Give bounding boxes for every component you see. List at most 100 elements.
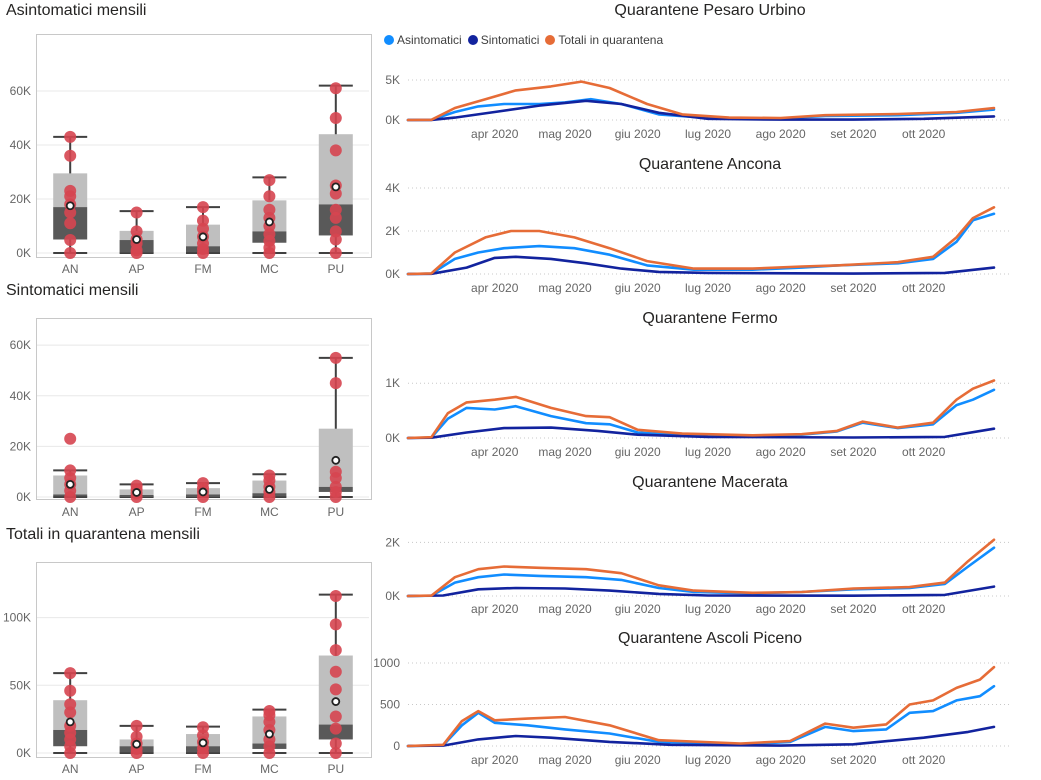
legend-label-asintomatici: Asintomatici (397, 33, 462, 47)
box-x-label: AN (62, 505, 79, 519)
box-y-tick-label: 0K (16, 246, 31, 260)
box-y-tick-label: 40K (10, 138, 31, 152)
legend-item-sintomatici[interactable]: Sintomatici (467, 33, 539, 47)
series-line-asintomatici (406, 388, 996, 440)
box-point (130, 719, 143, 732)
line-x-tick-label: set 2020 (830, 281, 876, 295)
line-x-tick-label: lug 2020 (685, 753, 731, 767)
line-x-tick-label: set 2020 (830, 127, 876, 141)
box-point (64, 698, 77, 711)
box-mean (331, 182, 341, 192)
line-x-tick-label: mag 2020 (538, 602, 592, 616)
box-y-tick-label: 50K (10, 678, 31, 692)
series-line-totali (406, 379, 996, 440)
ts-title-macerata: Quarantene Macerata (632, 474, 788, 491)
box-x-label: AP (129, 505, 145, 519)
box-point (329, 247, 342, 259)
line-y-tick-label: 2K (385, 535, 400, 549)
box-y-tick-label: 60K (10, 338, 31, 352)
box-x-label: FM (194, 262, 211, 276)
line-x-tick-label: lug 2020 (685, 281, 731, 295)
line-x-tick-label: mag 2020 (538, 127, 592, 141)
line-x-tick-label: ago 2020 (756, 127, 806, 141)
box-point (329, 203, 342, 216)
line-y-tick-label: 0K (385, 431, 400, 445)
line-y-tick-label: 2K (385, 224, 400, 238)
series-line-sintomatici (406, 255, 996, 276)
box-point (197, 477, 209, 490)
ts-title-fermo: Quarantene Fermo (642, 310, 778, 327)
box-point (329, 747, 342, 759)
line-x-tick-label: mag 2020 (538, 281, 592, 295)
box-point (329, 665, 342, 678)
line-x-tick-label: ott 2020 (902, 127, 946, 141)
line-x-tick-label: ago 2020 (756, 602, 806, 616)
box-title-totali: Totali in quarantena mensili (6, 526, 200, 543)
box-point (64, 184, 77, 197)
box-point (329, 589, 342, 602)
line-x-tick-label: lug 2020 (685, 445, 731, 459)
ts-title-pesaro-urbino: Quarantene Pesaro Urbino (614, 2, 806, 19)
legend-dot-totali (545, 35, 556, 45)
box-point (197, 214, 209, 227)
box-x-label: MC (260, 505, 279, 519)
box-point (263, 190, 276, 203)
box-y-tick-label: 0K (16, 746, 31, 760)
box-point (263, 174, 276, 187)
box-point (329, 737, 342, 750)
box-x-label: MC (260, 262, 279, 276)
box-mean (264, 217, 274, 227)
box-point (130, 479, 143, 492)
legend-item-asintomatici[interactable]: Asintomatici (384, 33, 462, 47)
line-x-tick-label: ago 2020 (756, 281, 806, 295)
box-x-label: MC (260, 762, 279, 776)
box-point (329, 225, 342, 238)
box-mean (65, 717, 75, 727)
box-point (329, 82, 342, 95)
box-point (130, 225, 143, 238)
series-line-totali (406, 665, 996, 748)
box-y-tick-label: 20K (10, 192, 31, 206)
box-point (329, 480, 342, 493)
line-x-tick-label: apr 2020 (471, 127, 519, 141)
line-x-tick-label: ago 2020 (756, 445, 806, 459)
line-x-tick-label: set 2020 (830, 602, 876, 616)
line-x-tick-label: ago 2020 (756, 753, 806, 767)
box-point (64, 667, 77, 680)
legend[interactable]: Asintomatici Sintomatici Totali in quara… (384, 33, 669, 47)
box-mean (198, 738, 208, 748)
line-x-tick-label: apr 2020 (471, 281, 519, 295)
series-line-sintomatici (406, 725, 996, 748)
legend-item-totali[interactable]: Totali in quarantena (545, 33, 663, 47)
ts-title-ancona: Quarantene Ancona (638, 156, 782, 173)
box-y-tick-label: 0K (16, 490, 31, 504)
box-point (329, 710, 342, 723)
box-x-label: FM (194, 505, 211, 519)
line-x-tick-label: set 2020 (830, 445, 876, 459)
line-x-tick-label: ott 2020 (902, 281, 946, 295)
box-point (263, 203, 276, 216)
box-point (329, 112, 342, 124)
box-point (64, 149, 77, 162)
box-point (263, 469, 276, 482)
box-point (64, 464, 77, 477)
box-point (64, 247, 77, 259)
line-x-tick-label: lug 2020 (685, 602, 731, 616)
box-y-tick-label: 60K (10, 84, 31, 98)
line-y-tick-label: 500 (380, 698, 400, 712)
box-point (329, 683, 342, 696)
box-point (64, 130, 77, 143)
line-y-tick-label: 0K (385, 267, 400, 281)
line-x-tick-label: ott 2020 (902, 445, 946, 459)
box-mean (331, 455, 341, 465)
line-x-tick-label: giu 2020 (615, 445, 661, 459)
box-point (329, 144, 342, 157)
series-line-sintomatici (406, 99, 996, 122)
legend-dot-asintomatici (384, 35, 394, 45)
series-line-totali (406, 206, 996, 276)
series-line-totali (406, 538, 996, 598)
line-x-tick-label: giu 2020 (615, 127, 661, 141)
box-point (329, 644, 342, 657)
box-x-label: PU (327, 762, 344, 776)
